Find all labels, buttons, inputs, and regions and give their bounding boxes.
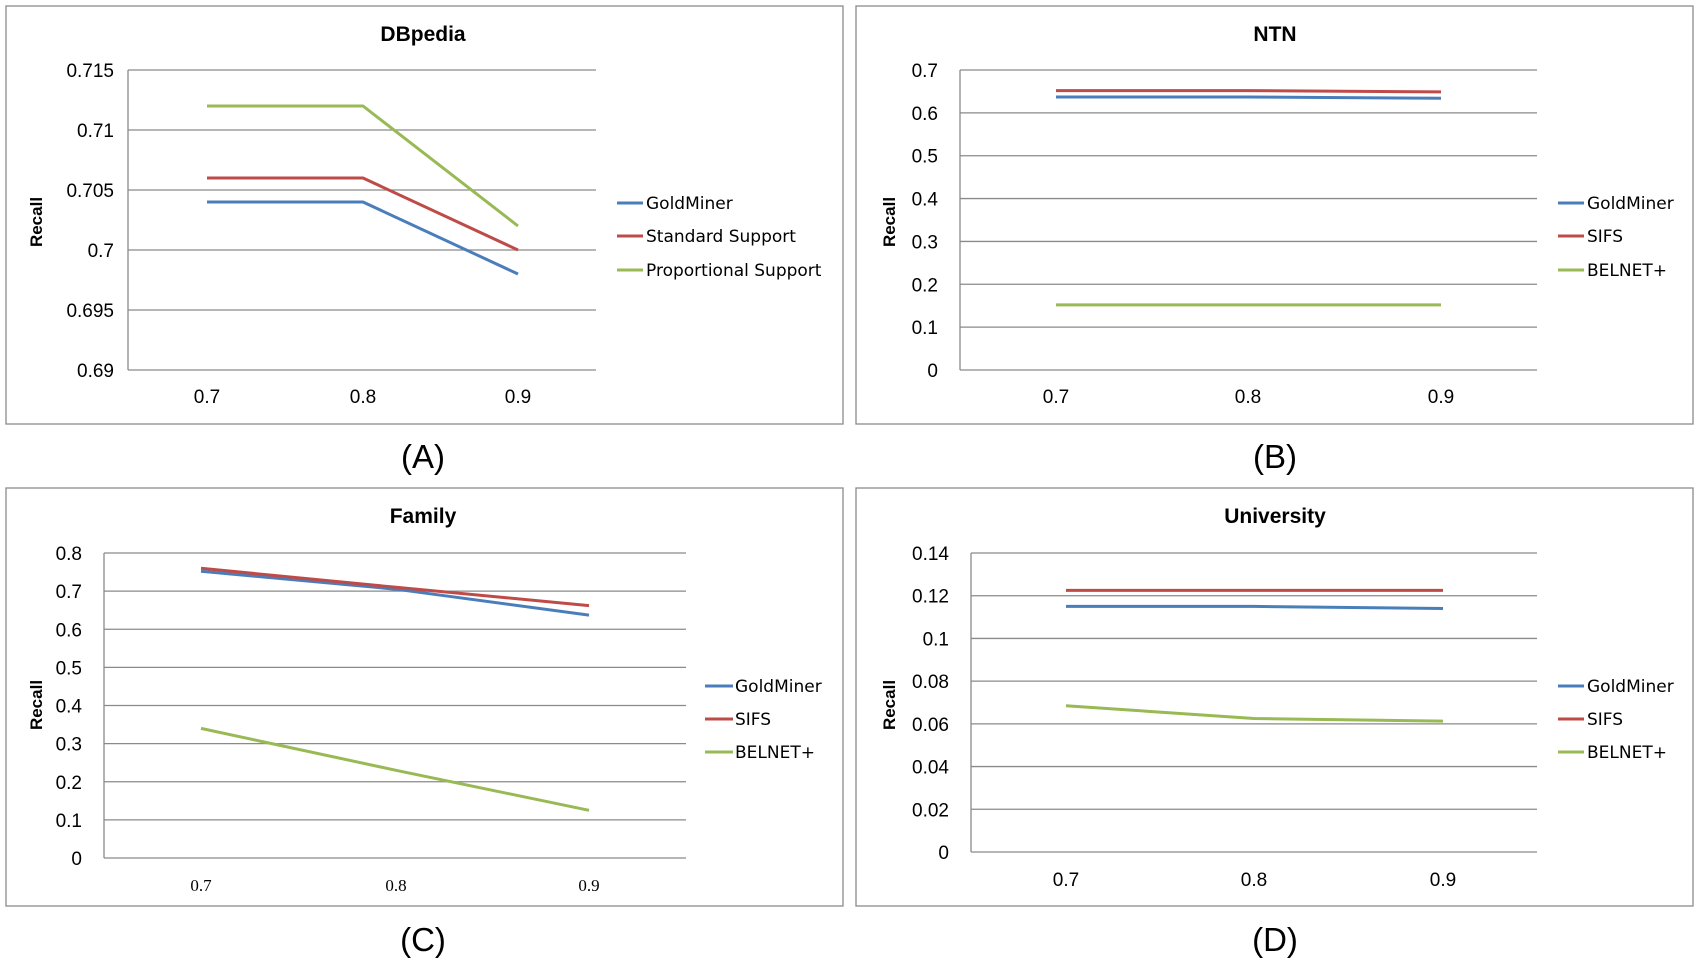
y-tick-label: 0.2 — [56, 773, 82, 794]
y-tick-label: 0.4 — [912, 190, 939, 211]
y-axis-label: Recall — [27, 197, 46, 247]
series-line-goldminer — [207, 200, 519, 276]
legend-entry: SIFS — [1587, 710, 1623, 730]
panel-caption: (A) — [401, 438, 445, 475]
y-tick-label: 0.1 — [56, 811, 82, 832]
y-tick-label: 0.02 — [912, 800, 949, 821]
series-line-proportional-support — [207, 104, 519, 228]
legend: GoldMiner SIFS BELNET+ — [705, 677, 822, 763]
legend: GoldMiner Standard Support Proportional Su… — [617, 194, 822, 281]
y-tick-label: 0.695 — [66, 301, 114, 322]
x-tick-label: 0.9 — [505, 387, 531, 408]
y-tick-label: 0.69 — [77, 361, 114, 382]
legend-entry: GoldMiner — [646, 194, 733, 214]
series-line-standard-support — [207, 176, 519, 252]
x-tick-label: 0.8 — [350, 387, 376, 408]
y-tick-label: 0.4 — [56, 697, 83, 718]
series-line-belnet- — [1065, 704, 1444, 723]
series-line-goldminer — [1056, 95, 1442, 100]
y-tick-label: 0.5 — [912, 147, 938, 168]
series-line-goldminer — [1066, 604, 1444, 610]
y-axis-label: Recall — [880, 680, 899, 730]
y-tick-label: 0.12 — [912, 587, 949, 608]
legend: GoldMiner SIFS BELNET+ — [1558, 677, 1674, 763]
y-axis-label: Recall — [27, 680, 46, 730]
chart-panel-2: 0 0.1 0.2 0.3 0.4 0.5 0.6 0.7 0.8 0.7 0.8 0.9 Family… — [5, 487, 844, 907]
legend-entry: SIFS — [735, 710, 771, 730]
chart-title: NTN — [1253, 23, 1296, 46]
legend-entry: BELNET+ — [1587, 743, 1667, 763]
y-tick-label: 0.04 — [912, 758, 949, 779]
x-tick-label: 0.8 — [1241, 870, 1267, 891]
chart-title: Family — [390, 505, 457, 528]
x-tick-label: 0.7 — [1053, 870, 1079, 891]
y-tick-label: 0.7 — [56, 582, 82, 603]
x-tick-label: 0.8 — [385, 876, 406, 895]
chart-panel-1: 0 0.1 0.2 0.3 0.4 0.5 0.6 0.7 0.7 0.8 0.9 NTN Recall… — [855, 5, 1694, 425]
legend-entry: GoldMiner — [1587, 194, 1674, 214]
y-tick-label: 0.08 — [912, 672, 949, 693]
chart-frame — [5, 5, 844, 425]
y-tick-label: 0.715 — [66, 61, 114, 82]
y-tick-label: 0.14 — [912, 544, 949, 565]
series-line-sifs — [200, 566, 590, 608]
legend-entry: GoldMiner — [1587, 677, 1674, 697]
legend-entry: BELNET+ — [735, 743, 815, 763]
y-tick-label: 0.7 — [88, 241, 114, 262]
y-tick-label: 0.8 — [56, 544, 82, 565]
x-tick-label: 0.8 — [1235, 387, 1261, 408]
chart-panel-3: 0 0.02 0.04 0.06 0.08 0.1 0.12 0.14 0.7 0.8 0.9 Uni… — [855, 487, 1694, 907]
chart-panel-0: 0.69 0.695 0.7 0.705 0.71 0.715 0.7 0.8 0.9 DBped… — [5, 5, 844, 425]
x-tick-label: 0.9 — [1430, 870, 1456, 891]
legend-entry: Proportional Support — [646, 261, 822, 281]
y-tick-label: 0.7 — [912, 61, 938, 82]
panel-caption: (D) — [1252, 921, 1298, 958]
chart-frame — [5, 487, 844, 907]
y-axis-label: Recall — [880, 197, 899, 247]
y-tick-label: 0.6 — [912, 104, 938, 125]
series-line-sifs — [1056, 89, 1442, 94]
y-tick-label: 0.3 — [912, 232, 938, 253]
x-tick-label: 0.7 — [194, 387, 220, 408]
chart-frame — [855, 487, 1694, 907]
legend-entry: SIFS — [1587, 227, 1623, 247]
y-tick-label: 0 — [71, 849, 82, 870]
series-line-goldminer — [200, 569, 590, 617]
y-tick-label: 0.1 — [923, 629, 949, 650]
chart-frame — [855, 5, 1694, 425]
chart-title: University — [1224, 505, 1326, 528]
y-tick-label: 0.2 — [912, 275, 938, 296]
x-tick-label: 0.7 — [1043, 387, 1069, 408]
y-tick-label: 0.5 — [56, 658, 82, 679]
y-tick-label: 0.71 — [77, 121, 114, 142]
x-tick-label: 0.9 — [578, 876, 599, 895]
legend: GoldMiner SIFS BELNET+ — [1558, 194, 1674, 281]
legend-entry: GoldMiner — [735, 677, 822, 697]
series-line-belnet- — [200, 726, 590, 812]
y-tick-label: 0 — [927, 361, 938, 382]
chart-title: DBpedia — [380, 23, 466, 46]
legend-entry: BELNET+ — [1587, 261, 1667, 281]
x-tick-label: 0.9 — [1428, 387, 1454, 408]
panel-caption: (B) — [1253, 438, 1297, 475]
y-tick-label: 0 — [938, 843, 949, 864]
y-tick-label: 0.1 — [912, 318, 938, 339]
y-tick-label: 0.06 — [912, 715, 949, 736]
legend-entry: Standard Support — [646, 227, 796, 247]
panel-caption: (C) — [400, 921, 446, 958]
x-tick-label: 0.7 — [190, 876, 212, 895]
y-tick-label: 0.705 — [66, 181, 114, 202]
y-tick-label: 0.3 — [56, 735, 82, 756]
y-tick-label: 0.6 — [56, 620, 82, 641]
